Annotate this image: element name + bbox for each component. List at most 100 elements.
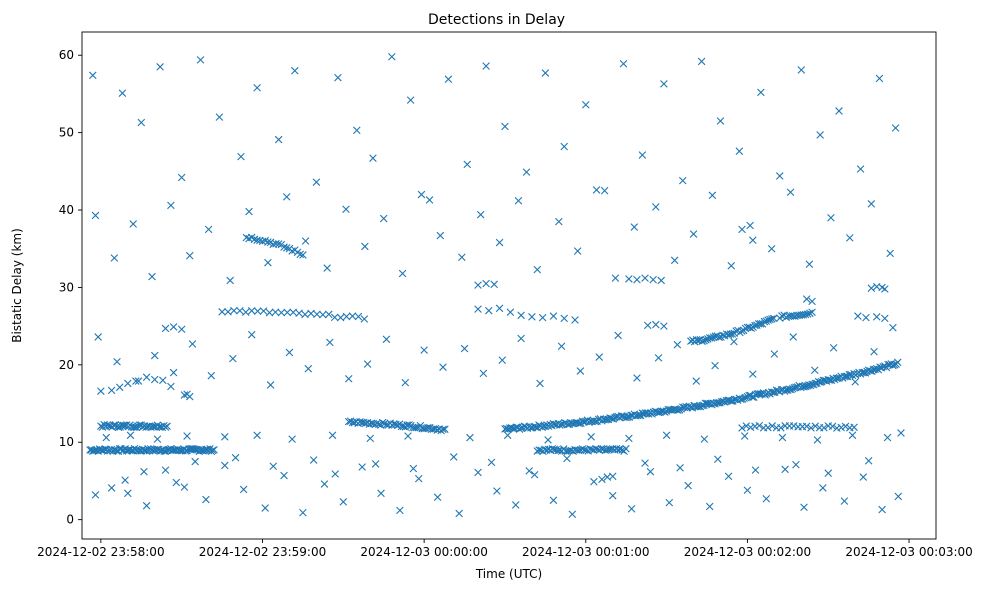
data-point bbox=[330, 313, 339, 322]
data-point bbox=[864, 457, 873, 465]
data-point bbox=[441, 425, 449, 433]
data-point bbox=[770, 350, 779, 358]
data-point bbox=[770, 314, 778, 323]
data-point bbox=[819, 484, 827, 492]
data-point bbox=[768, 315, 776, 323]
data-point bbox=[808, 308, 816, 317]
data-point bbox=[326, 338, 334, 347]
data-point bbox=[229, 354, 237, 363]
data-point bbox=[728, 330, 737, 338]
data-point bbox=[814, 377, 823, 386]
data-point bbox=[207, 371, 216, 380]
data-point bbox=[576, 367, 585, 375]
data-point bbox=[280, 243, 288, 251]
data-point bbox=[846, 234, 854, 242]
data-point bbox=[525, 467, 533, 475]
data-point bbox=[560, 142, 569, 151]
data-point bbox=[878, 505, 886, 514]
data-point bbox=[862, 313, 870, 322]
data-point bbox=[282, 193, 291, 201]
data-point bbox=[573, 247, 582, 255]
data-point bbox=[115, 383, 124, 392]
x-tick-label: 2024-12-03 00:01:00 bbox=[522, 545, 649, 559]
data-point bbox=[299, 508, 307, 517]
data-point bbox=[336, 313, 345, 322]
data-point bbox=[530, 470, 539, 479]
data-point bbox=[730, 337, 738, 346]
x-tick-label: 2024-12-02 23:59:00 bbox=[199, 545, 326, 559]
data-point bbox=[439, 363, 447, 371]
data-point bbox=[630, 223, 639, 231]
data-point bbox=[163, 422, 171, 431]
data-point bbox=[808, 297, 816, 306]
data-point bbox=[304, 364, 313, 373]
data-point bbox=[676, 463, 684, 472]
data-point bbox=[102, 433, 111, 442]
data-point bbox=[738, 424, 746, 432]
data-point bbox=[344, 374, 353, 383]
data-point bbox=[191, 457, 199, 466]
data-point bbox=[474, 281, 482, 289]
data-point bbox=[867, 200, 876, 208]
data-point bbox=[692, 377, 701, 385]
data-point bbox=[592, 186, 601, 194]
data-point bbox=[301, 237, 310, 245]
data-point bbox=[697, 57, 706, 66]
data-point bbox=[331, 470, 340, 478]
data-point bbox=[487, 458, 496, 467]
data-point bbox=[533, 265, 542, 274]
data-point bbox=[172, 478, 181, 487]
data-point bbox=[767, 244, 776, 253]
data-point bbox=[204, 225, 213, 234]
data-point bbox=[858, 368, 866, 377]
y-axis-label: Bistatic Delay (km) bbox=[10, 228, 24, 343]
data-point bbox=[743, 486, 752, 495]
data-point bbox=[573, 419, 582, 427]
data-point bbox=[371, 460, 380, 468]
data-point bbox=[271, 308, 280, 316]
data-point bbox=[404, 432, 412, 440]
data-point bbox=[517, 311, 525, 320]
data-point bbox=[897, 429, 905, 437]
data-point bbox=[360, 315, 369, 323]
data-point bbox=[802, 422, 811, 431]
data-point bbox=[517, 334, 525, 343]
data-point bbox=[382, 335, 391, 344]
data-point bbox=[396, 506, 404, 515]
data-point bbox=[590, 417, 598, 425]
plot-area-frame bbox=[81, 31, 937, 540]
data-point bbox=[807, 424, 815, 432]
data-point bbox=[185, 392, 194, 401]
data-point bbox=[282, 244, 291, 252]
data-point bbox=[870, 347, 878, 356]
data-point bbox=[528, 313, 536, 321]
data-point bbox=[334, 73, 342, 82]
data-point bbox=[121, 476, 129, 484]
data-point bbox=[455, 509, 463, 518]
data-point bbox=[265, 308, 274, 317]
data-point bbox=[806, 309, 814, 318]
data-point bbox=[654, 354, 663, 362]
data-point bbox=[754, 390, 763, 398]
data-point bbox=[247, 306, 256, 315]
data-point bbox=[493, 487, 501, 495]
data-point bbox=[665, 498, 674, 507]
data-point bbox=[236, 306, 244, 315]
data-point bbox=[183, 432, 191, 440]
data-point bbox=[789, 333, 798, 341]
data-point bbox=[148, 422, 157, 431]
data-point bbox=[848, 431, 857, 440]
data-point bbox=[769, 388, 778, 397]
data-point bbox=[91, 211, 100, 220]
data-point bbox=[354, 312, 363, 321]
data-point bbox=[107, 386, 116, 395]
data-point bbox=[495, 304, 504, 313]
data-point bbox=[522, 168, 531, 176]
data-point bbox=[247, 330, 256, 339]
data-point bbox=[867, 284, 876, 292]
data-point bbox=[285, 348, 294, 357]
data-point bbox=[482, 62, 490, 70]
data-point bbox=[253, 307, 262, 315]
data-point bbox=[786, 188, 795, 197]
data-point bbox=[587, 433, 595, 441]
